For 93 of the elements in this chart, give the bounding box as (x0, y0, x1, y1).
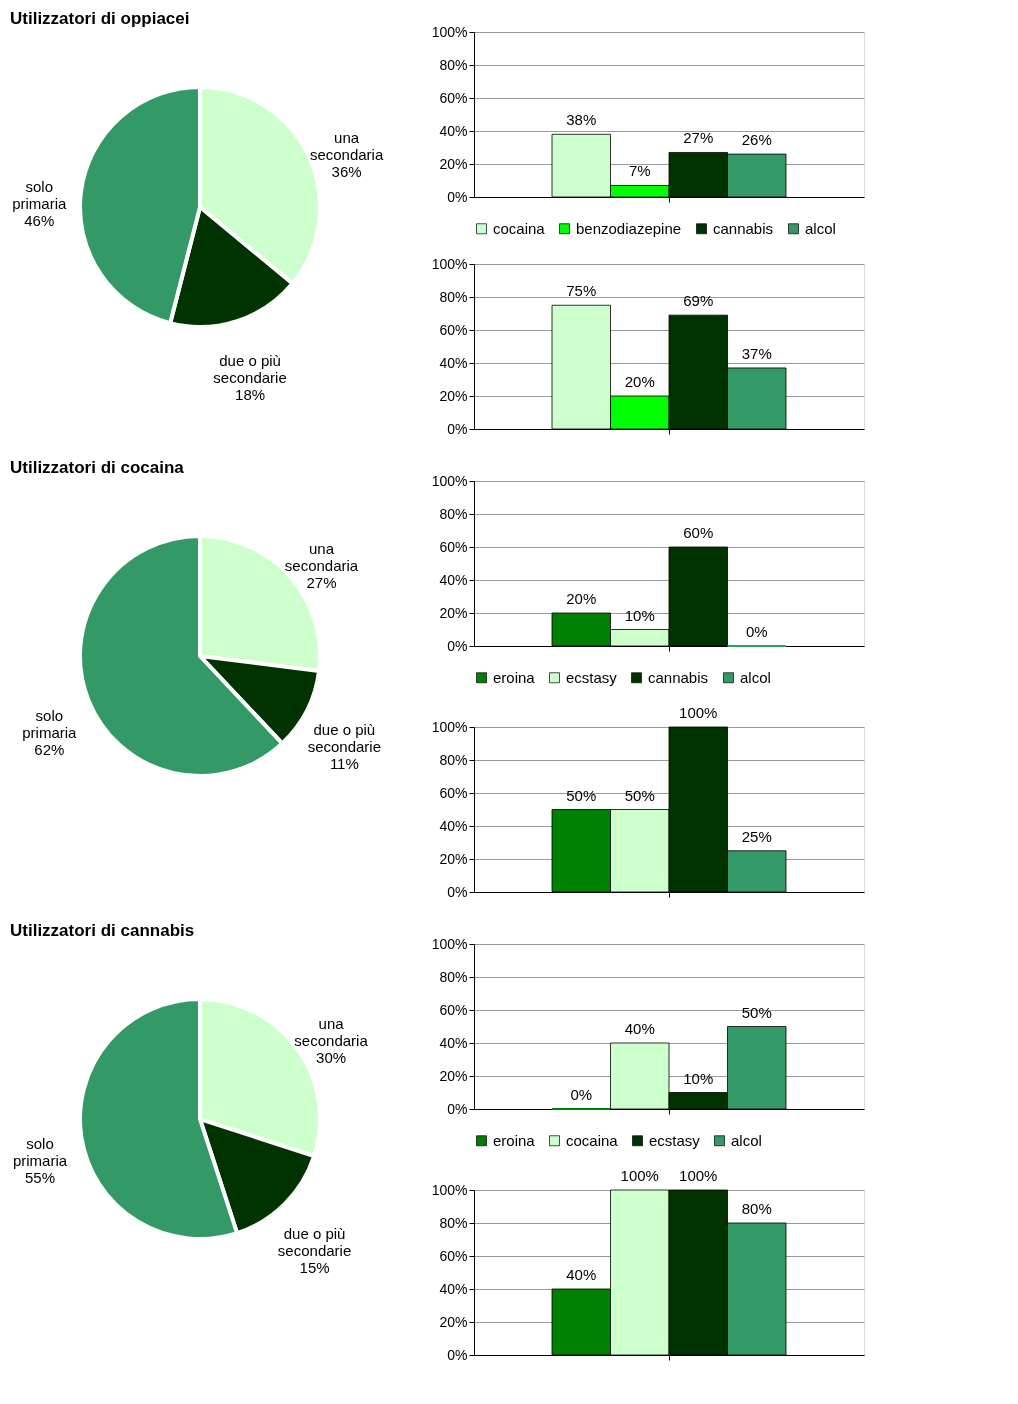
data-label: 20% (566, 590, 597, 607)
data-label: 100% (620, 1167, 659, 1184)
y-tick-label: 80% (439, 1214, 468, 1231)
y-tick-label: 60% (439, 1001, 468, 1018)
data-label: 27% (306, 573, 337, 591)
data-label: 38% (566, 111, 597, 129)
data-label: 55% (24, 1169, 56, 1187)
data-label: 26% (741, 131, 772, 149)
chart-title: Utilizzatori di cocaina (10, 458, 185, 477)
slice-label: solo primaria (22, 706, 78, 741)
y-tick-label: 100% (431, 718, 468, 735)
chart-title: Utilizzatori di cannabis (10, 921, 195, 940)
y-tick-label: 60% (439, 784, 468, 801)
data-label: 60% (683, 524, 714, 541)
data-label: 30% (316, 1048, 347, 1066)
legend-label: cannabis (713, 219, 774, 237)
y-tick-label: 20% (439, 604, 468, 621)
y-tick-label: 80% (439, 288, 468, 305)
y-tick-label: 40% (439, 354, 468, 371)
y-tick-label: 0% (447, 1346, 468, 1363)
y-tick-label: 100% (431, 255, 468, 272)
data-label: 46% (24, 211, 55, 229)
y-tick-label: 20% (439, 155, 468, 172)
y-tick-label: 0% (447, 420, 468, 437)
data-label: 10% (683, 1069, 714, 1087)
y-tick-label: 100% (431, 1181, 468, 1198)
y-tick-label: 0% (447, 188, 468, 205)
legend-label: eroina (493, 668, 536, 686)
slice-label: due o più secondarie (277, 1224, 352, 1259)
legend-label: alcol (740, 668, 771, 686)
y-tick-label: 40% (439, 122, 468, 139)
data-label: 27% (683, 129, 714, 147)
data-label: 100% (679, 704, 718, 721)
y-tick-label: 20% (439, 387, 468, 404)
y-tick-label: 80% (439, 505, 468, 522)
y-tick-label: 40% (439, 571, 468, 588)
data-label: 18% (235, 386, 266, 404)
y-tick-label: 20% (439, 850, 468, 867)
slice-label: due o più secondarie (213, 352, 287, 387)
legend-label: alcol (731, 1131, 762, 1149)
data-label: 15% (299, 1258, 330, 1276)
slice-label: solo primaria (12, 1135, 68, 1170)
y-tick-label: 60% (439, 538, 468, 555)
slice-label: una secondaria (309, 129, 384, 164)
legend-label: eroina (493, 1131, 536, 1149)
data-label: 50% (566, 786, 597, 804)
data-label: 37% (741, 344, 772, 362)
y-tick-label: 100% (431, 23, 468, 40)
y-tick-label: 40% (439, 817, 468, 834)
data-label: 62% (34, 740, 65, 758)
chart-title: Utilizzatori di oppiacei (10, 9, 190, 28)
data-label: 40% (566, 1266, 597, 1283)
y-tick-label: 40% (439, 1280, 468, 1297)
data-label: 50% (741, 1003, 772, 1021)
data-label: 50% (624, 786, 655, 804)
data-label: 69% (683, 292, 714, 310)
data-label: 25% (741, 827, 772, 845)
data-label: 11% (329, 754, 359, 772)
data-label: 36% (331, 163, 362, 181)
y-tick-label: 100% (431, 472, 468, 489)
legend-label: ecstasy (649, 1131, 701, 1149)
legend-label: ecstasy (566, 668, 618, 686)
y-tick-label: 100% (431, 935, 468, 952)
data-label: 0% (570, 1086, 593, 1103)
slice-label: una secondaria (284, 539, 359, 574)
data-label: 100% (679, 1167, 718, 1184)
y-tick-label: 80% (439, 968, 468, 985)
y-tick-label: 0% (447, 883, 468, 900)
y-tick-label: 20% (439, 1067, 468, 1084)
y-tick-label: 60% (439, 89, 468, 106)
legend-label: cocaina (566, 1131, 619, 1149)
y-tick-label: 60% (439, 1247, 468, 1264)
data-label: 7% (628, 162, 651, 180)
slice-label: due o più secondarie (307, 720, 382, 755)
y-tick-label: 0% (447, 637, 468, 654)
slice-label: una secondaria (294, 1014, 369, 1049)
data-label: 0% (745, 623, 768, 640)
data-label: 40% (624, 1020, 655, 1037)
y-tick-label: 80% (439, 56, 468, 73)
data-label: 20% (624, 373, 655, 390)
y-tick-label: 80% (439, 751, 468, 768)
legend-label: cannabis (648, 668, 709, 686)
legend-label: cocaina (493, 219, 546, 237)
y-tick-label: 20% (439, 1313, 468, 1330)
legend-label: alcol (805, 219, 836, 237)
y-tick-label: 0% (447, 1100, 468, 1117)
legend-label: benzodiazepine (576, 219, 682, 237)
y-tick-label: 60% (439, 321, 468, 338)
data-label: 10% (624, 606, 655, 624)
y-tick-label: 40% (439, 1034, 468, 1051)
slice-label: solo primaria (12, 177, 68, 212)
data-label: 80% (741, 1200, 772, 1217)
data-label: 75% (566, 282, 597, 300)
